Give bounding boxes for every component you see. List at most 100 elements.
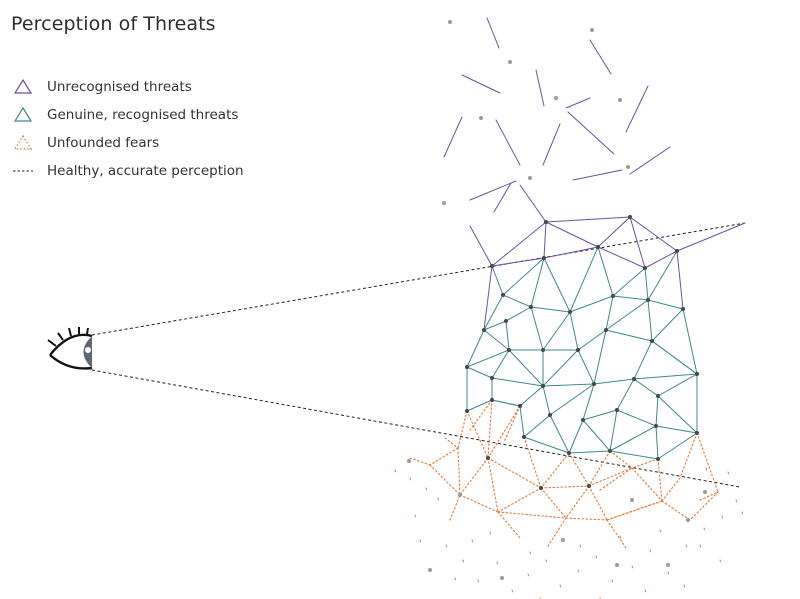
mesh-node [500,576,504,580]
recognised-threat-edge [609,425,657,452]
recognised-threat-edge [466,349,510,368]
unrecognised-threat-edge [565,97,591,109]
perception-lower-line [91,369,741,488]
recognised-threat-edge [655,425,659,460]
mesh-node [479,116,483,120]
mesh-node [500,292,506,298]
teal-triangle-icon [13,106,33,122]
legend-item-recognised: Genuine, recognised threats [11,101,244,129]
mesh-node [603,327,609,333]
unfounded-fear-edge [409,457,431,466]
legend-label: Unfounded fears [47,135,160,151]
recognised-threat-edge [655,425,698,434]
unfounded-fear-speck [703,527,706,531]
unfounded-fear-edge [606,500,663,521]
unfounded-fear-speck [741,511,744,515]
recognised-threat-edge [519,405,525,438]
mesh-node [448,20,452,24]
unfounded-fear-speck [545,559,548,563]
recognised-threat-edge [466,366,493,379]
unfounded-fear-edge [497,487,542,513]
unrecognised-threat-edge [572,169,623,181]
mesh-node [653,423,659,429]
recognised-threat-edge [657,432,698,460]
mesh-node [703,490,707,494]
recognised-threat-edge [633,340,653,380]
unfounded-fear-edge [588,485,608,521]
unfounded-fear-edge [689,491,719,521]
legend-item-unrecognised: Unrecognised threats [11,73,244,101]
mesh-node [591,381,597,387]
recognised-threat-edge [542,311,571,351]
mesh-node [610,293,616,299]
unfounded-fear-edge [631,458,659,469]
unfounded-fear-speck [425,487,428,491]
purple-triangle-icon [13,78,33,94]
recognised-threat-edge [523,414,551,438]
unfounded-fear-speck [619,535,622,539]
mesh-node [694,430,700,436]
mesh-node [528,176,532,180]
mesh-node [586,483,592,489]
unrecognised-threat-edge [519,184,547,223]
threat-mesh [394,17,746,599]
recognised-threat-edge [609,450,659,460]
unfounded-fear-edge [497,511,567,519]
mesh-node [680,306,686,312]
unfounded-fear-edge [497,511,521,539]
mesh-node [642,265,648,271]
unfounded-fear-edge [588,467,633,487]
unfounded-fear-edge [696,432,719,493]
recognised-threat-edge [616,409,657,427]
legend-label: Unrecognised threats [47,79,192,95]
mesh-node [442,201,446,205]
unfounded-fear-speck [577,569,580,573]
unrecognised-threat-edge [493,182,512,213]
recognised-threat-edge [508,349,544,387]
unfounded-fear-edge [565,485,590,519]
mesh-node [538,485,544,491]
recognised-threat-edge [542,383,595,387]
unrecognised-threat-edge [676,250,684,310]
unfounded-fear-edge [547,517,567,547]
unfounded-fear-speck [644,589,647,593]
recognised-threat-edge [491,349,510,379]
recognised-threat-edge [569,311,579,351]
unrecognised-threat-edge [486,17,500,49]
recognised-threat-edge [647,250,678,301]
recognised-threat-edge [644,267,649,301]
recognised-threat-edge [502,257,545,296]
mesh-node [618,98,622,102]
mesh-node [686,518,690,522]
recognised-threat-edge [593,378,635,385]
recognised-threat-edge [651,308,684,342]
unfounded-fear-edge [631,467,663,502]
recognised-threat-edge [505,306,532,322]
unfounded-fear-speck [559,584,562,588]
unfounded-fear-edge [606,519,627,549]
mesh-node [540,383,546,389]
unfounded-fear-edge [661,500,691,521]
legend-item-perception: Healthy, accurate perception [11,157,244,185]
unfounded-fear-speck [667,571,670,575]
recognised-threat-edge [568,450,611,454]
unfounded-fear-edge [457,410,468,449]
unfounded-fear-speck [462,559,465,563]
mesh-node [541,255,547,261]
mesh-node [575,347,581,353]
unfounded-fear-speck [529,551,532,555]
mesh-node [655,456,661,462]
unrecognised-threat-edge [543,246,599,259]
mesh-node [407,459,411,463]
mesh-node [607,448,613,454]
unfounded-fear-speck [419,539,422,543]
recognised-threat-edge [491,377,544,387]
recognised-threat-edge [582,409,618,421]
recognised-threat-edge [568,419,584,454]
unfounded-fear-edge [661,477,681,502]
mesh-node [580,417,586,423]
mesh-node [428,568,432,572]
unrecognised-threat-edge [597,246,646,269]
unrecognised-threat-edge [543,221,547,259]
recognised-threat-edge [605,299,649,331]
